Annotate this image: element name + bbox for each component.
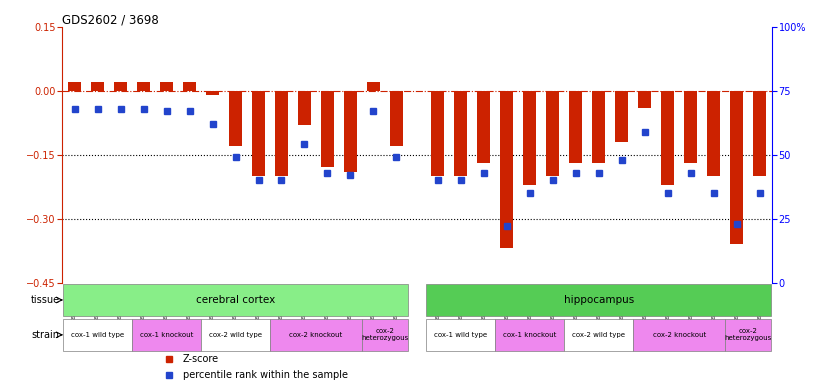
FancyBboxPatch shape [132,319,201,351]
Text: hippocampus: hippocampus [563,295,634,305]
Text: cerebral cortex: cerebral cortex [196,295,275,305]
Bar [524,91,536,185]
Text: GDS2602 / 3698: GDS2602 / 3698 [62,14,159,27]
Bar [137,82,150,91]
FancyBboxPatch shape [63,284,408,316]
FancyBboxPatch shape [63,319,132,351]
Text: cox-2 wild type: cox-2 wild type [572,332,625,338]
FancyBboxPatch shape [426,284,771,316]
Bar [730,91,743,244]
Bar [477,91,490,163]
Bar [638,91,651,108]
Bar [91,82,104,91]
FancyBboxPatch shape [426,319,496,351]
Text: cox-2
heterozygous: cox-2 heterozygous [361,328,409,341]
Text: cox-1 wild type: cox-1 wild type [71,332,124,338]
FancyBboxPatch shape [725,319,771,351]
Bar [321,91,334,167]
Bar [114,82,127,91]
Text: cox-1 knockout: cox-1 knockout [503,332,557,338]
Text: cox-2 knockout: cox-2 knockout [653,332,706,338]
FancyBboxPatch shape [201,319,270,351]
Bar [431,91,444,176]
Bar [229,91,242,146]
Bar [685,91,697,163]
FancyBboxPatch shape [564,319,634,351]
Bar [615,91,628,142]
Bar [298,91,311,125]
Bar [592,91,605,163]
Text: Z-score: Z-score [183,354,219,364]
FancyBboxPatch shape [362,319,408,351]
Bar [344,91,357,172]
Text: cox-2
heterozygous: cox-2 heterozygous [724,328,771,341]
Bar [547,91,559,176]
FancyBboxPatch shape [270,319,362,351]
Bar [69,82,81,91]
Text: cox-1 knockout: cox-1 knockout [140,332,193,338]
Bar [206,91,219,95]
Bar [707,91,720,176]
Bar [454,91,468,176]
Bar [367,82,380,91]
FancyBboxPatch shape [496,319,564,351]
Bar [569,91,582,163]
Bar [753,91,766,176]
FancyBboxPatch shape [634,319,725,351]
Bar [252,91,265,176]
Text: tissue: tissue [31,295,59,305]
Bar [160,82,173,91]
Text: percentile rank within the sample: percentile rank within the sample [183,369,348,379]
Bar [662,91,674,185]
Bar [390,91,403,146]
Text: cox-2 wild type: cox-2 wild type [209,332,262,338]
Text: cox-2 knockout: cox-2 knockout [289,332,343,338]
Text: strain: strain [31,330,59,340]
Bar [183,82,196,91]
Bar [501,91,513,248]
Bar [275,91,287,176]
Text: cox-1 wild type: cox-1 wild type [434,332,487,338]
